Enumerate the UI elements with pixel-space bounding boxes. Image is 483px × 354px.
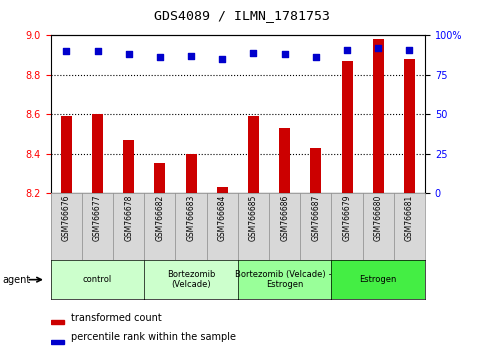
Bar [51, 320, 64, 324]
Bar [248, 116, 259, 193]
Text: GSM766681: GSM766681 [405, 195, 414, 241]
Point [156, 55, 164, 60]
Text: GSM766683: GSM766683 [186, 195, 196, 241]
Text: GSM766685: GSM766685 [249, 195, 258, 241]
Point [187, 53, 195, 59]
Point [94, 48, 101, 54]
Text: control: control [83, 275, 112, 284]
Point [250, 50, 257, 56]
Text: GSM766677: GSM766677 [93, 195, 102, 241]
Point [312, 55, 320, 60]
Text: percentile rank within the sample: percentile rank within the sample [71, 332, 236, 342]
Text: GSM766682: GSM766682 [156, 195, 164, 241]
Text: Bortezomib (Velcade) +
Estrogen: Bortezomib (Velcade) + Estrogen [235, 270, 335, 289]
Bar [341, 61, 353, 193]
Point [218, 56, 226, 62]
Bar [185, 154, 197, 193]
Text: GSM766684: GSM766684 [218, 195, 227, 241]
Text: GSM766678: GSM766678 [124, 195, 133, 241]
Text: Bortezomib
(Velcade): Bortezomib (Velcade) [167, 270, 215, 289]
Bar [123, 140, 134, 193]
Bar [51, 339, 64, 344]
Text: transformed count: transformed count [71, 313, 162, 323]
Text: GSM766687: GSM766687 [312, 195, 320, 241]
Bar [404, 59, 415, 193]
Point [343, 47, 351, 52]
Bar [155, 164, 165, 193]
Point [62, 48, 70, 54]
Point [281, 51, 288, 57]
Bar [217, 187, 228, 193]
Text: agent: agent [2, 275, 30, 285]
Bar [92, 114, 103, 193]
Bar [373, 39, 384, 193]
Text: GDS4089 / ILMN_1781753: GDS4089 / ILMN_1781753 [154, 9, 329, 22]
Point [374, 45, 382, 51]
Bar [61, 116, 72, 193]
Point [125, 51, 132, 57]
Text: Estrogen: Estrogen [359, 275, 397, 284]
Text: GSM766686: GSM766686 [280, 195, 289, 241]
Text: GSM766676: GSM766676 [62, 195, 71, 241]
Point [406, 47, 413, 52]
Text: GSM766679: GSM766679 [342, 195, 352, 241]
Text: GSM766680: GSM766680 [374, 195, 383, 241]
Bar [279, 128, 290, 193]
Bar [311, 148, 321, 193]
